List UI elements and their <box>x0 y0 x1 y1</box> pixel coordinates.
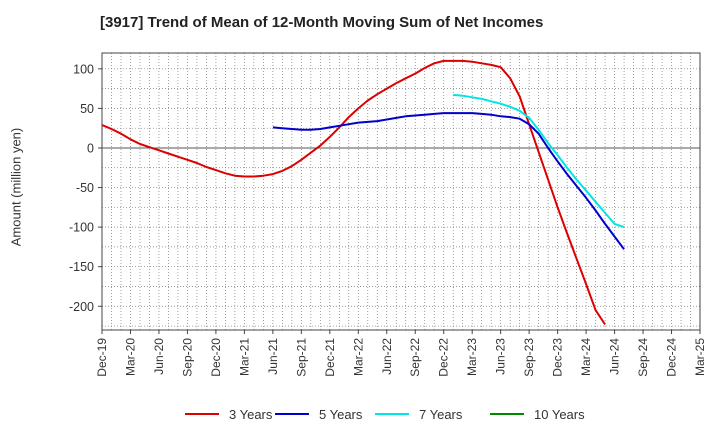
legend-item-5-years: 5 Years <box>275 402 362 426</box>
legend-swatch <box>185 413 219 415</box>
y-tick-label: 100 <box>73 62 94 76</box>
plot-area <box>102 53 700 330</box>
y-tick-label: -200 <box>69 300 94 314</box>
legend-swatch <box>275 413 309 415</box>
x-tick-label: Mar-21 <box>237 338 251 376</box>
x-tick-label: Mar-25 <box>693 338 707 376</box>
x-tick-label: Jun-23 <box>494 338 508 375</box>
legend-item-7-years: 7 Years <box>375 402 462 426</box>
x-tick-label: Dec-20 <box>209 338 223 377</box>
x-tick-label: Mar-24 <box>579 338 593 376</box>
y-tick-label: 0 <box>87 141 94 155</box>
legend-label: 5 Years <box>319 406 363 422</box>
x-tick-label: Sep-24 <box>636 338 650 377</box>
series-line-5-years <box>272 112 625 250</box>
y-tick-label: -100 <box>69 221 94 235</box>
legend-swatch <box>490 413 524 415</box>
chart-title: [3917] Trend of Mean of 12-Month Moving … <box>100 14 544 31</box>
x-tick-label: Jun-21 <box>266 338 280 375</box>
legend-label: 10 Years <box>534 406 585 422</box>
x-tick-label: Dec-19 <box>95 338 109 377</box>
x-tick-label: Jun-22 <box>380 338 394 375</box>
legend-label: 3 Years <box>229 406 273 422</box>
legend-swatch <box>375 413 409 415</box>
x-tick-label: Dec-22 <box>437 338 451 377</box>
x-tick-label: Dec-21 <box>323 338 337 377</box>
x-tick-label: Sep-20 <box>180 338 194 377</box>
plot-frame <box>101 52 701 331</box>
x-tick-label: Mar-23 <box>465 338 479 376</box>
legend: 3 Years 5 Years 7 Years 10 Years <box>0 402 720 426</box>
x-tick-label: Mar-20 <box>123 338 137 376</box>
x-tick-label: Sep-22 <box>408 338 422 377</box>
legend-label: 7 Years <box>419 406 463 422</box>
y-tick-label: -150 <box>69 260 94 274</box>
x-tick-label: Sep-23 <box>522 338 536 377</box>
x-tick-label: Jun-24 <box>608 338 622 375</box>
series-line-7-years <box>453 93 625 229</box>
legend-item-3-years: 3 Years <box>185 402 272 426</box>
x-tick-label: Dec-24 <box>665 338 679 377</box>
y-tick-label: -50 <box>76 181 94 195</box>
x-tick-label: Sep-21 <box>294 338 308 377</box>
x-tick-label: Mar-22 <box>351 338 365 376</box>
series-line-3-years <box>101 59 606 326</box>
x-tick-label: Dec-23 <box>551 338 565 377</box>
x-tick-label: Jun-20 <box>152 338 166 375</box>
legend-item-10-years: 10 Years <box>490 402 585 426</box>
y-tick-label: 50 <box>80 102 94 116</box>
